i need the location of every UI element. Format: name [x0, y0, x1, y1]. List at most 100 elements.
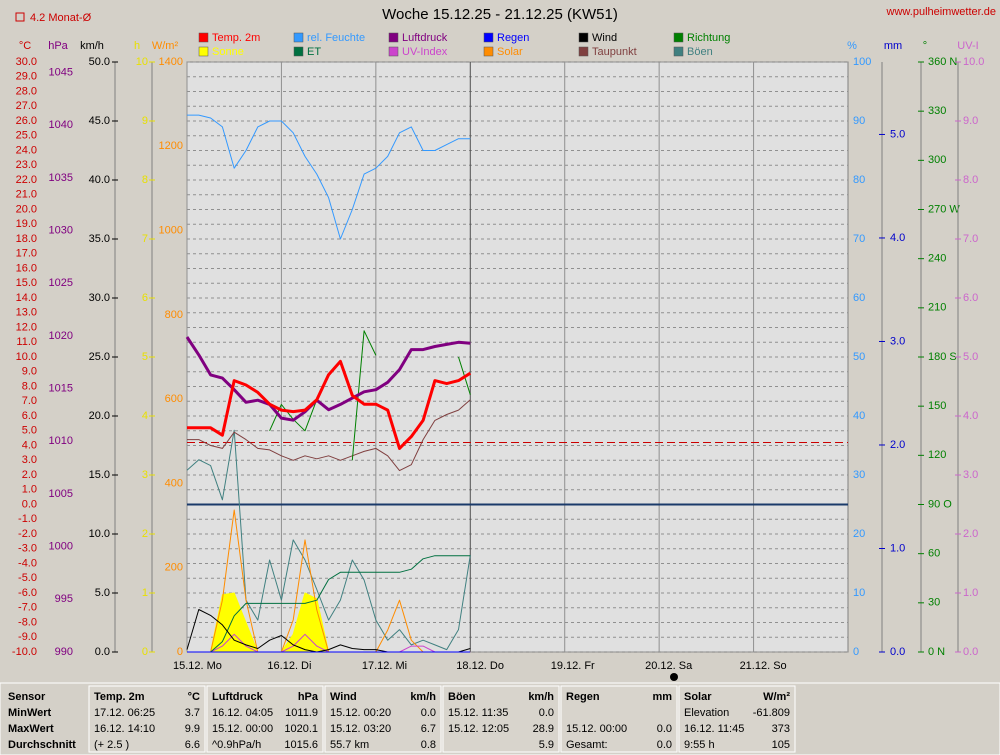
- y-tick-label: -3.0: [18, 543, 37, 555]
- legend-label: Regen: [497, 32, 529, 44]
- stat-text: 16.12. 11:45: [684, 723, 744, 735]
- y-tick-label: 200: [165, 562, 183, 574]
- stat-text: 15.12. 00:20: [330, 707, 391, 719]
- stat-value: 105: [772, 739, 790, 751]
- y-tick-label: -6.0: [18, 587, 37, 599]
- y-tick-label: 40.0: [89, 174, 110, 186]
- y-tick-label: 8.0: [963, 174, 978, 186]
- y-tick-label: 30.0: [89, 292, 110, 304]
- y-tick-label: 16.0: [16, 262, 37, 274]
- stats-cell: [560, 685, 678, 753]
- y-tick-label: 600: [165, 393, 183, 405]
- y-tick-label: 995: [55, 593, 73, 605]
- legend-swatch: [293, 32, 304, 43]
- y-tick-label: 1010: [49, 435, 73, 447]
- group-unit: km/h: [528, 691, 554, 703]
- group-unit: hPa: [298, 691, 319, 703]
- axis-unit: mm: [884, 40, 902, 52]
- axis-unit: °C: [19, 40, 31, 52]
- avg-checkbox[interactable]: [15, 12, 25, 22]
- y-tick-label: 120: [928, 449, 946, 461]
- stat-value: 1020.1: [284, 723, 318, 735]
- y-tick-label: 6: [142, 292, 148, 304]
- legend-label: Solar: [497, 46, 523, 58]
- series-line: [186, 429, 471, 651]
- y-tick-label: 210: [928, 302, 946, 314]
- y-tick-label: 22.0: [16, 174, 37, 186]
- y-tick-label: 10: [853, 587, 865, 599]
- stat-value: 1015.6: [284, 739, 318, 751]
- y-tick-label: 1.0: [890, 542, 905, 554]
- y-tick-label: 9.0: [22, 366, 37, 378]
- group-name: Wind: [330, 691, 357, 703]
- legend-swatch: [483, 46, 494, 57]
- stat-value: 9.9: [185, 723, 200, 735]
- y-tick-label: 1.0: [22, 484, 37, 496]
- y-tick-label: 25.0: [89, 351, 110, 363]
- y-tick-label: 60: [853, 292, 865, 304]
- legend-label: ET: [307, 46, 321, 58]
- y-tick-label: 2: [142, 528, 148, 540]
- stat-value: 6.6: [185, 739, 200, 751]
- x-tick-label: 17.12. Mi: [362, 660, 407, 672]
- group-name: Böen: [448, 691, 476, 703]
- legend-swatch: [578, 32, 589, 43]
- y-tick-label: 7: [142, 233, 148, 245]
- y-tick-label: 9.0: [963, 115, 978, 127]
- y-tick-label: 20.0: [16, 203, 37, 215]
- y-tick-label: 5.0: [22, 425, 37, 437]
- y-tick-label: 10: [136, 56, 148, 68]
- legend-swatch: [198, 32, 209, 43]
- y-tick-label: 0.0: [95, 646, 110, 658]
- stat-value: 0.0: [539, 707, 554, 719]
- y-tick-label: 10.0: [16, 351, 37, 363]
- stat-text: Elevation: [684, 707, 729, 719]
- y-tick-label: 14.0: [16, 292, 37, 304]
- y-tick-label: 8.0: [22, 380, 37, 392]
- stat-text: ^0.9hPa/h: [212, 739, 261, 751]
- chart-title: Woche 15.12.25 - 21.12.25 (KW51): [382, 6, 618, 23]
- y-tick-label: 35.0: [89, 233, 110, 245]
- stat-text: Gesamt:: [566, 739, 608, 751]
- stats-cell: [88, 685, 206, 753]
- y-tick-label: 23.0: [16, 159, 37, 171]
- stat-text: 15.12. 12:05: [448, 723, 509, 735]
- stat-value: 373: [772, 723, 790, 735]
- y-tick-label: 27.0: [16, 100, 37, 112]
- y-tick-label: 2.0: [890, 439, 905, 451]
- y-tick-label: 1020: [49, 330, 73, 342]
- y-tick-label: 330: [928, 105, 946, 117]
- y-tick-label: 30: [853, 469, 865, 481]
- y-tick-label: 8: [142, 174, 148, 186]
- y-tick-label: 12.0: [16, 321, 37, 333]
- y-tick-label: 3.0: [963, 469, 978, 481]
- y-tick-label: 1200: [159, 140, 183, 152]
- x-tick-label: 20.12. Sa: [645, 660, 693, 672]
- y-tick-label: 50: [853, 351, 865, 363]
- legend-label: Luftdruck: [402, 32, 448, 44]
- y-tick-label: 15.0: [89, 469, 110, 481]
- site-link[interactable]: www.pulheimwetter.de: [886, 6, 996, 18]
- stat-value: 0.8: [421, 739, 436, 751]
- stats-cell: [442, 685, 560, 753]
- stats-cell: [324, 685, 442, 753]
- y-tick-label: 0: [142, 646, 148, 658]
- avg-label[interactable]: 4.2 Monat-Ø: [30, 12, 92, 24]
- legend-swatch: [388, 46, 399, 57]
- y-tick-label: 5.0: [95, 587, 110, 599]
- y-tick-label: 29.0: [16, 71, 37, 83]
- stat-text: 15.12. 11:35: [448, 707, 508, 719]
- y-tick-label: 24.0: [16, 144, 37, 156]
- stat-value: 28.9: [533, 723, 554, 735]
- row-label: MaxWert: [8, 723, 54, 735]
- stat-text: 9:55 h: [684, 739, 715, 751]
- y-tick-label: 60: [928, 548, 940, 560]
- y-tick-label: 1005: [49, 488, 73, 500]
- y-tick-label: 1030: [49, 224, 73, 236]
- y-tick-label: 2.0: [22, 469, 37, 481]
- y-tick-label: 240: [928, 253, 946, 265]
- series-line: [187, 114, 471, 240]
- y-tick-label: 1000: [49, 541, 73, 553]
